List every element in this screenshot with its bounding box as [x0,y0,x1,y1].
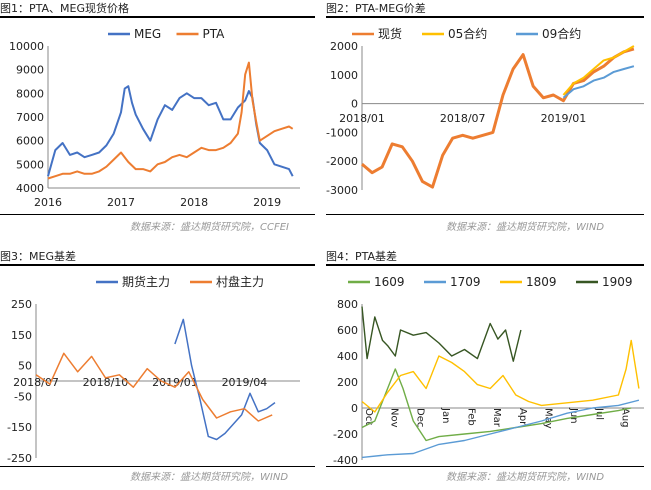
legend-label: 村盘主力 [216,274,264,289]
title-rule [0,264,315,266]
y-tick-label: 150 [11,329,32,342]
bottom-rule [326,466,644,467]
x-tick-label: Feb [466,408,477,426]
legend-label: 09合约 [542,26,581,41]
series-line [361,368,632,442]
bottom-rule [326,214,644,215]
legend-label: PTA [203,27,226,41]
chart-source: 数据来源：盛达期货研究院，WIND [446,222,605,233]
y-tick-label: 2000 [330,40,358,53]
y-tick-label: -50 [14,390,32,403]
legend-label: 05合约 [448,26,487,41]
x-tick-label: 2018/07 [13,376,59,389]
chart-source: 数据来源：盛达期货研究院，CCFEI [130,222,289,233]
bottom-rule [0,214,315,215]
series-line [361,399,640,459]
chart-title: 图1：PTA、MEG现货价格 [0,2,129,15]
title-rule [326,16,644,18]
panel-4: 图4：PTA基差 -400 -200 0 200 400 600 800 Oct Nov Dec J… [326,248,651,490]
chart-plot: -400 -200 0 200 400 600 800 Oct Nov Dec Jan Feb Mar A… [333,275,644,467]
y-tick-label: 200 [337,376,358,389]
series-line [47,61,294,180]
x-tick-label: 2017 [107,196,135,209]
y-tick-label: 800 [337,298,358,311]
y-tick-label: 50 [18,360,32,373]
legend-label: 1609 [374,275,405,289]
x-tick-label: Aug [619,408,630,428]
x-tick-label: Jun [568,407,579,424]
y-tick-label: 4000 [16,182,44,195]
legend-label: 期货主力 [122,274,170,289]
y-tick-label: -200 [333,428,358,441]
series-line [35,352,273,422]
chart-source: 数据来源：盛达期货研究院，WIND [130,472,289,483]
title-rule [0,16,315,18]
x-tick-label: Nov [389,408,400,428]
bottom-rule [0,466,315,467]
legend-label: 现货 [378,26,402,41]
title-rule [326,264,644,266]
x-tick-label: 2019 [253,196,281,209]
chart-plot: 4000 5000 6000 7000 8000 9000 10000 2016 2017 201… [9,27,300,209]
x-tick-label: Jan [440,407,451,423]
x-tick-label: 2019/01 [152,376,198,389]
y-tick-label: 400 [337,350,358,363]
x-tick-label: 2018/10 [83,376,129,389]
x-tick-label: Oct [363,408,374,425]
series-line [562,45,635,96]
y-tick-label: -1000 [326,126,358,139]
chart-plot: -3000 -2000 -1000 0 1000 2000 2018/01 2018/07 20… [326,26,644,197]
y-tick-label: 5000 [16,158,44,171]
chart-title: 图2：PTA-MEG价差 [326,2,426,15]
x-tick-label: 2019/04 [222,376,268,389]
panel-3: 图3：MEG基差 -250 -150 -50 50 150 250 2018/07 2018/… [0,248,315,490]
y-tick-label: 6000 [16,135,44,148]
x-tick-label: 2018 [180,196,208,209]
series-line [562,65,635,99]
panel-2: 图2：PTA-MEG价差 -3000 -2000 -1000 0 1000 2000 201… [326,0,651,240]
legend-label: 1809 [526,275,557,289]
y-tick-label: -400 [333,454,358,467]
x-tick-label: 2018/01 [339,112,385,125]
chart-title: 图4：PTA基差 [326,250,398,263]
y-tick-label: 0 [351,402,358,415]
x-tick-label: 2019/01 [541,112,587,125]
y-tick-label: -2000 [326,155,358,168]
series-line [174,318,276,441]
x-tick-label: 2016 [34,196,62,209]
legend-label: MEG [134,27,161,41]
y-tick-label: 7000 [16,111,44,124]
x-tick-label: Dec [414,408,425,427]
y-tick-label: 250 [11,298,32,311]
legend-label: 1709 [450,275,481,289]
y-tick-label: 9000 [16,64,44,77]
series-line [361,47,635,189]
y-tick-label: -250 [7,452,32,465]
panel-1: 图1：PTA、MEG现货价格 4000 5000 6000 7000 8000 9000 1… [0,0,315,240]
chart-source: 数据来源：盛达期货研究院，WIND [446,472,605,483]
y-tick-label: -150 [7,421,32,434]
series-line [361,306,522,362]
y-tick-label: -3000 [326,184,358,197]
x-tick-label: Mar [491,408,502,428]
y-tick-label: 10000 [9,40,44,53]
y-tick-label: 1000 [330,69,358,82]
y-tick-label: 0 [351,98,358,111]
x-tick-label: Apr [517,408,528,426]
legend-label: 1909 [602,275,633,289]
chart-title: 图3：MEG基差 [0,250,76,263]
chart-plot: -250 -150 -50 50 150 250 2018/07 2018/10 2019/01… [7,274,300,465]
x-tick-label: 2018/07 [440,112,486,125]
y-tick-label: 600 [337,324,358,337]
series-line [361,339,640,413]
series-line [47,85,294,177]
y-tick-label: 8000 [16,87,44,100]
